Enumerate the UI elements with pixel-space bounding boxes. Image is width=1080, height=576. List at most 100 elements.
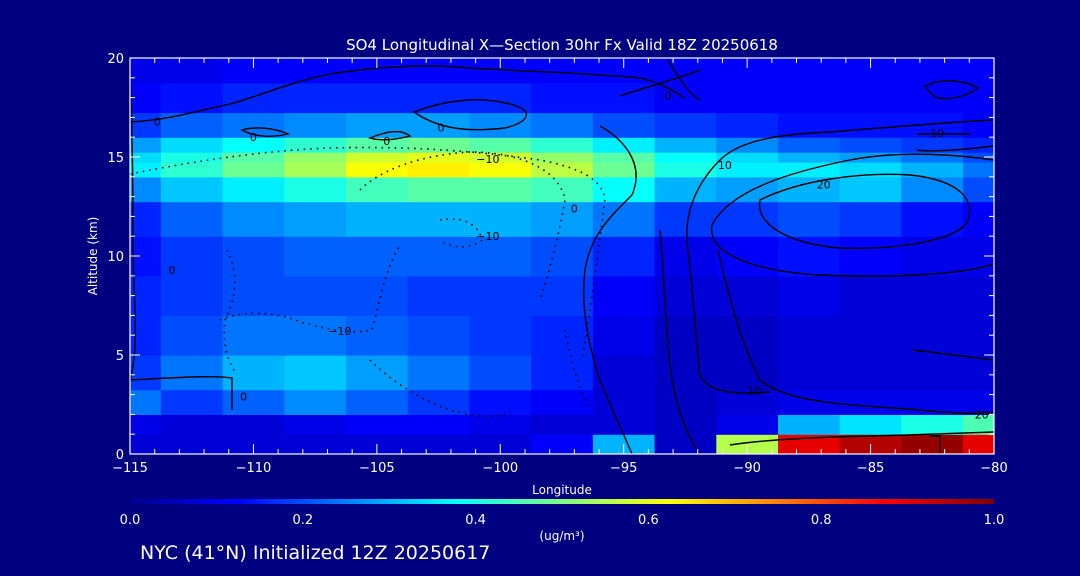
contour-line-zero-cell-a [412,99,528,131]
contour-label: 0 [438,121,445,134]
heatmap-cell [469,201,532,237]
y-axis: 0 5 10 15 20 [107,52,994,463]
heatmap-cell [531,152,594,163]
heatmap-cell [531,58,594,84]
heatmap-cell [130,161,162,178]
heatmap-cell [778,176,841,203]
heatmap-cell [778,152,841,163]
heatmap-cell [469,161,532,178]
heatmap-cell [901,315,964,356]
heatmap-cell [654,152,717,163]
heatmap-cell [778,58,841,84]
heatmap-cell [407,137,470,153]
contour-line-zero-cell-c [367,130,412,141]
colorbar-tick-label: 0.4 [465,513,486,528]
y-axis-title: Altitude (km) [86,217,100,296]
heatmap-cell [778,355,841,391]
heatmap-cell [407,152,470,163]
heatmap-cell [963,434,994,454]
colorbar-tick-label: 0.2 [292,513,313,528]
heatmap-cell [531,201,594,237]
heatmap-cell [531,236,594,277]
heatmap-cell [531,137,594,153]
heatmap-cell [901,434,964,454]
contour-line-neg-10c [223,249,236,373]
heatmap-cell [222,236,285,277]
x-tick-label: −95 [610,461,637,476]
heatmap-cell [160,152,224,163]
heatmap-cell [284,176,347,203]
heatmap-cell [716,82,779,114]
heatmap-cell [130,389,162,415]
heatmap-cell [284,201,347,237]
heatmap-cell [222,355,285,391]
contour-label: 20 [817,179,831,192]
contour-line-pos-20 [710,153,994,277]
heatmap-cell [346,201,409,237]
heatmap-cell [839,389,902,415]
heatmap-cell [716,161,779,178]
heatmap-cell [592,315,656,356]
heatmap-cell [407,434,470,454]
contour-label: 10 [718,159,732,172]
contour-line-zero-divide [582,125,637,454]
heatmap-cell [963,161,994,178]
contour-line-pos-sfc2 [717,249,994,415]
heatmap-cell [160,137,224,153]
contour-line-neg-10d [439,218,483,248]
heatmap-cell [592,236,656,277]
x-tick-label: −100 [482,461,518,476]
heatmap-cell [407,414,470,435]
heatmap-cell [716,152,779,163]
contour-label: −10 [476,230,499,243]
contour-label: 10 [930,127,944,140]
contour-label: −10 [328,325,351,338]
y-tick-label: 5 [116,349,124,364]
colorbar-tick-label: 0.8 [811,513,832,528]
heatmap-cell [160,112,224,138]
heatmap-cell [130,152,162,163]
heatmap-cell [160,82,224,114]
heatmap-cell [839,112,902,138]
heatmap-cell [284,236,347,277]
heatmap-cell [839,315,902,356]
heatmap-cell [901,414,964,435]
heatmap-cell [901,58,964,84]
heatmap-cell [963,355,994,391]
contour-line-zero-east [619,59,701,101]
heatmap-cell [407,82,470,114]
heatmap-cell [839,201,902,237]
heatmap-cell [130,82,162,114]
contour-line-pos-sfc1 [659,229,701,454]
heatmap-cell [963,275,994,316]
contour-label: 0 [240,391,247,404]
contour-label: 0 [154,115,161,128]
heatmap-cell [130,355,162,391]
heatmap-cell [531,434,594,454]
heatmap-cell [284,355,347,391]
heatmap-cell [963,176,994,203]
y-tick-label: 0 [116,448,124,463]
heatmap-cell [160,434,224,454]
heatmap-cell [130,112,162,138]
x-tick-label: −90 [733,461,760,476]
heatmap-cell [346,137,409,153]
heatmap-cell [531,414,594,435]
heatmap-cell [963,315,994,356]
contour-line-pos-sfc5 [729,431,994,446]
heatmap-cell [407,315,470,356]
heatmap-cell [839,275,902,316]
concentration-heatmap [130,58,994,454]
heatmap-cell [346,176,409,203]
heatmap-cell [778,315,841,356]
heatmap-cell [469,112,532,138]
heatmap-cell [901,176,964,203]
heatmap-cell [222,201,285,237]
heatmap-cell [901,236,964,277]
heatmap-cell [284,389,347,415]
heatmap-cell [778,236,841,277]
heatmap-cell [284,275,347,316]
heatmap-cell [407,161,470,178]
x-tick-label: −115 [112,461,148,476]
heatmap-cell [284,315,347,356]
